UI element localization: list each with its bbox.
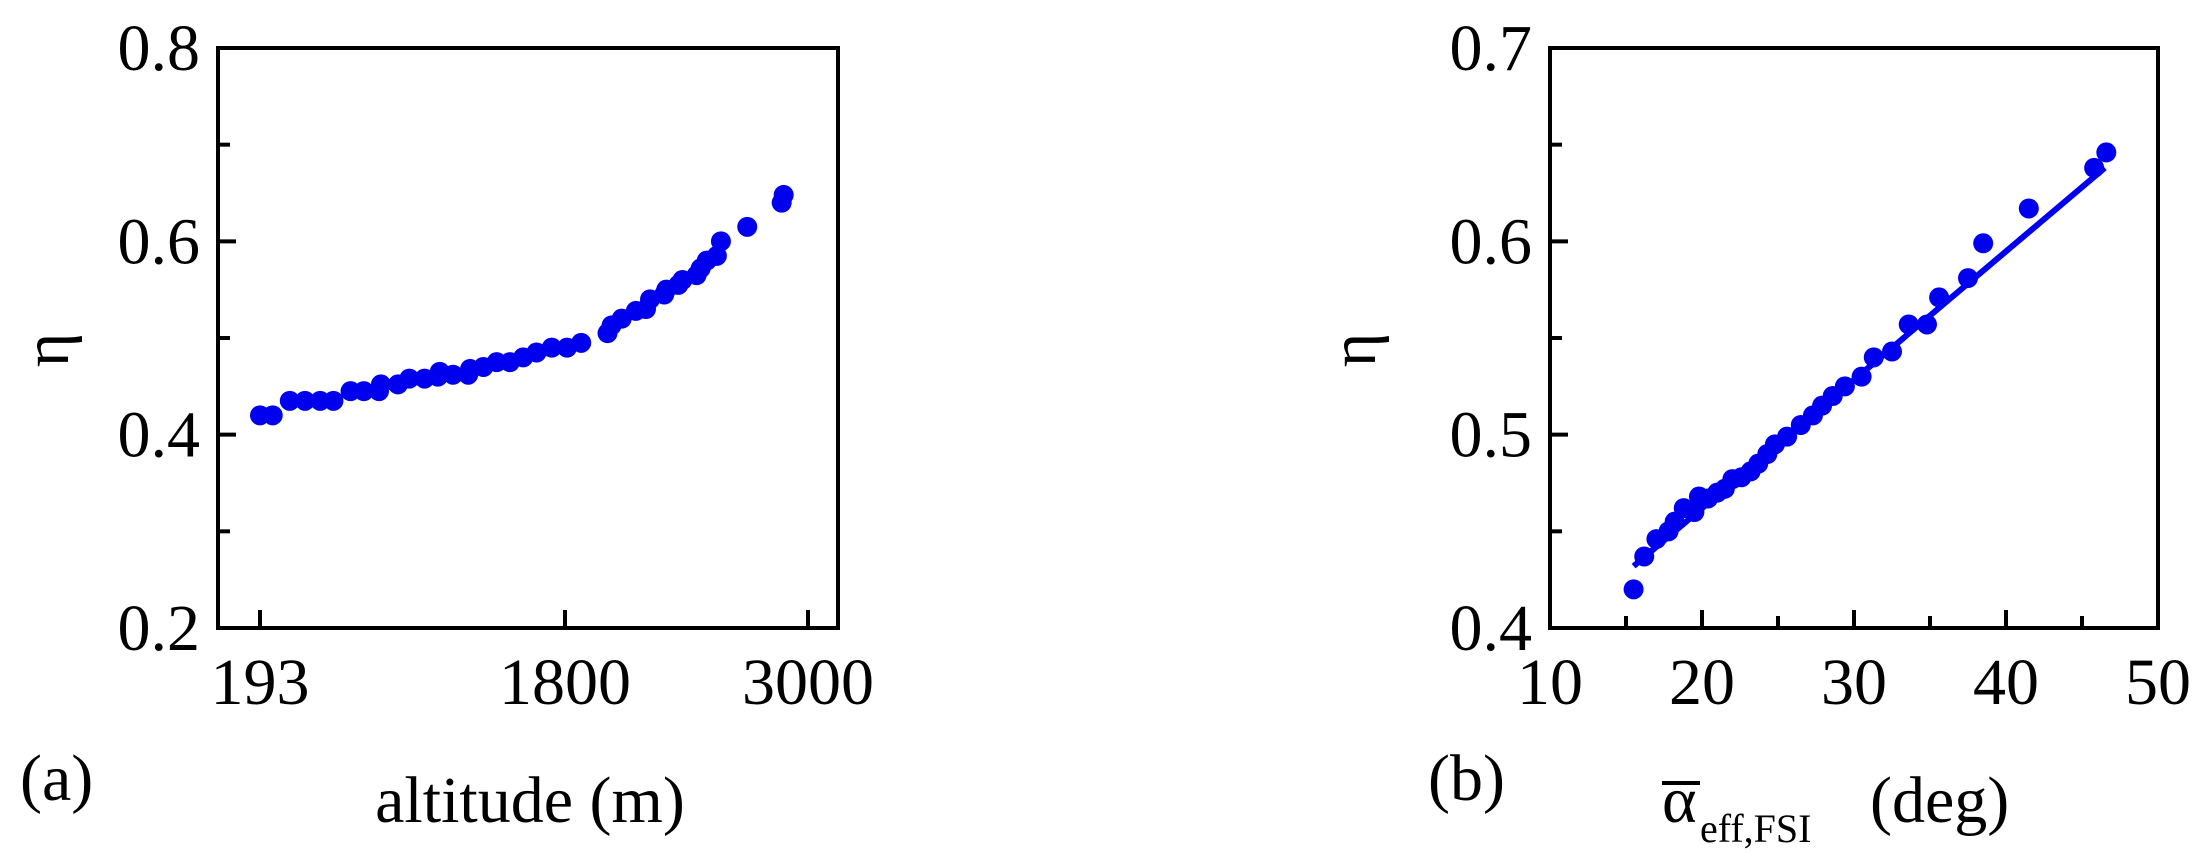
panel-a-y-tick-label: 0.8 bbox=[118, 12, 201, 85]
panel-a-data-point bbox=[773, 184, 794, 205]
panel-b-y-tick-label: 0.6 bbox=[1450, 205, 1533, 278]
panel-b-data-point bbox=[1929, 287, 1950, 308]
panel-b-x-label-subscript: eff,FSI bbox=[1700, 806, 1811, 851]
panel-a-y-tick-label: 0.6 bbox=[118, 205, 201, 278]
panel-b-label: (b) bbox=[1428, 742, 1505, 815]
panel-a-data-point bbox=[323, 390, 344, 411]
panel-a-data-point bbox=[737, 216, 758, 237]
panel-a-y-tick-label: 0.2 bbox=[118, 592, 201, 665]
panel-b-x-tick-label: 50 bbox=[2125, 646, 2191, 719]
panel-b-y-axis-label: η bbox=[1317, 333, 1390, 368]
panel-b-data-point bbox=[1777, 426, 1798, 447]
panel-a-ticks bbox=[218, 46, 810, 630]
panel-a-x-tick-label: 3000 bbox=[742, 646, 874, 719]
panel-a-x-axis-label: altitude (m) bbox=[375, 764, 685, 837]
panel-b-y-tick-label: 0.7 bbox=[1450, 12, 1533, 85]
panel-b-data-point bbox=[1916, 314, 1937, 335]
panel-a-data-point bbox=[353, 381, 374, 402]
panel-b: 0.4 0.5 0.6 0.7 10 20 30 40 50 α eff,FSI (deg) η… bbox=[1317, 12, 2191, 851]
panel-b-plot-frame bbox=[1548, 46, 2160, 630]
panel-b-data-point bbox=[1863, 347, 1884, 368]
panel-b-x-label-unit: (deg) bbox=[1870, 764, 2009, 837]
panel-a-data-point bbox=[294, 390, 315, 411]
panel-a-data-point bbox=[262, 405, 283, 426]
panel-a-data-point bbox=[710, 231, 731, 252]
panel-b-data-point bbox=[1623, 579, 1644, 600]
panel-b-x-axis-label: α bbox=[1662, 764, 1697, 837]
panel-b-x-tick-label: 20 bbox=[1669, 646, 1735, 719]
panel-a-data-point bbox=[571, 332, 592, 353]
panel-b-ticks bbox=[1548, 46, 2160, 630]
panel-b-data-point bbox=[1851, 366, 1872, 387]
panel-b-x-label-symbol: α bbox=[1662, 764, 1697, 837]
panel-a-y-axis-label: η bbox=[10, 333, 83, 368]
panel-b-data-point bbox=[1973, 233, 1994, 254]
panel-a-x-tick-label: 193 bbox=[211, 646, 310, 719]
panel-b-data-point bbox=[1684, 502, 1705, 522]
panel-a-label: (a) bbox=[20, 742, 93, 815]
panel-b-y-tick-label: 0.5 bbox=[1450, 399, 1533, 472]
panel-a-x-tick-label: 1800 bbox=[499, 646, 631, 719]
panel-a: 0.2 0.4 0.6 0.8 193 1800 3000 altitude (m) η (… bbox=[10, 12, 874, 837]
panel-b-data-point bbox=[1958, 268, 1978, 289]
panel-b-data-point bbox=[1634, 546, 1655, 567]
panel-b-y-tick-label: 0.4 bbox=[1450, 592, 1533, 665]
panel-b-data-point bbox=[2096, 142, 2117, 163]
panel-a-data-point bbox=[279, 390, 300, 411]
panel-a-y-tick-label: 0.4 bbox=[118, 399, 201, 472]
panel-b-data-point bbox=[2084, 157, 2105, 178]
panel-b-data-point bbox=[1834, 376, 1855, 397]
panel-a-data-point bbox=[399, 368, 420, 389]
panel-a-tick-labels: 0.2 0.4 0.6 0.8 193 1800 3000 bbox=[118, 12, 875, 719]
panel-a-plot-frame bbox=[216, 46, 840, 630]
panel-b-data-point bbox=[1898, 314, 1919, 335]
panel-a-data-point bbox=[526, 342, 547, 363]
panel-b-x-tick-label: 30 bbox=[1821, 646, 1887, 719]
panel-a-data-point bbox=[370, 374, 391, 395]
panel-a-data-point bbox=[443, 364, 464, 385]
panel-a-points bbox=[250, 184, 794, 426]
panel-b-data-point bbox=[2018, 198, 2039, 219]
panel-b-x-tick-label: 40 bbox=[1973, 646, 2039, 719]
panel-b-tick-labels: 0.4 0.5 0.6 0.7 10 20 30 40 50 bbox=[1450, 12, 2192, 719]
panel-b-data-point bbox=[1882, 341, 1902, 362]
panel-b-x-tick-label: 10 bbox=[1517, 646, 1583, 719]
panel-b-points bbox=[1623, 142, 2117, 600]
panel-a-data-point bbox=[541, 337, 562, 358]
